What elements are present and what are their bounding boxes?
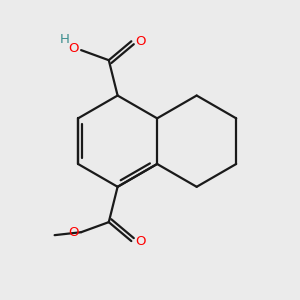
Text: O: O bbox=[135, 35, 146, 48]
Text: O: O bbox=[135, 235, 146, 248]
Text: O: O bbox=[68, 226, 79, 239]
Text: O: O bbox=[68, 42, 79, 55]
Text: H: H bbox=[60, 33, 70, 46]
